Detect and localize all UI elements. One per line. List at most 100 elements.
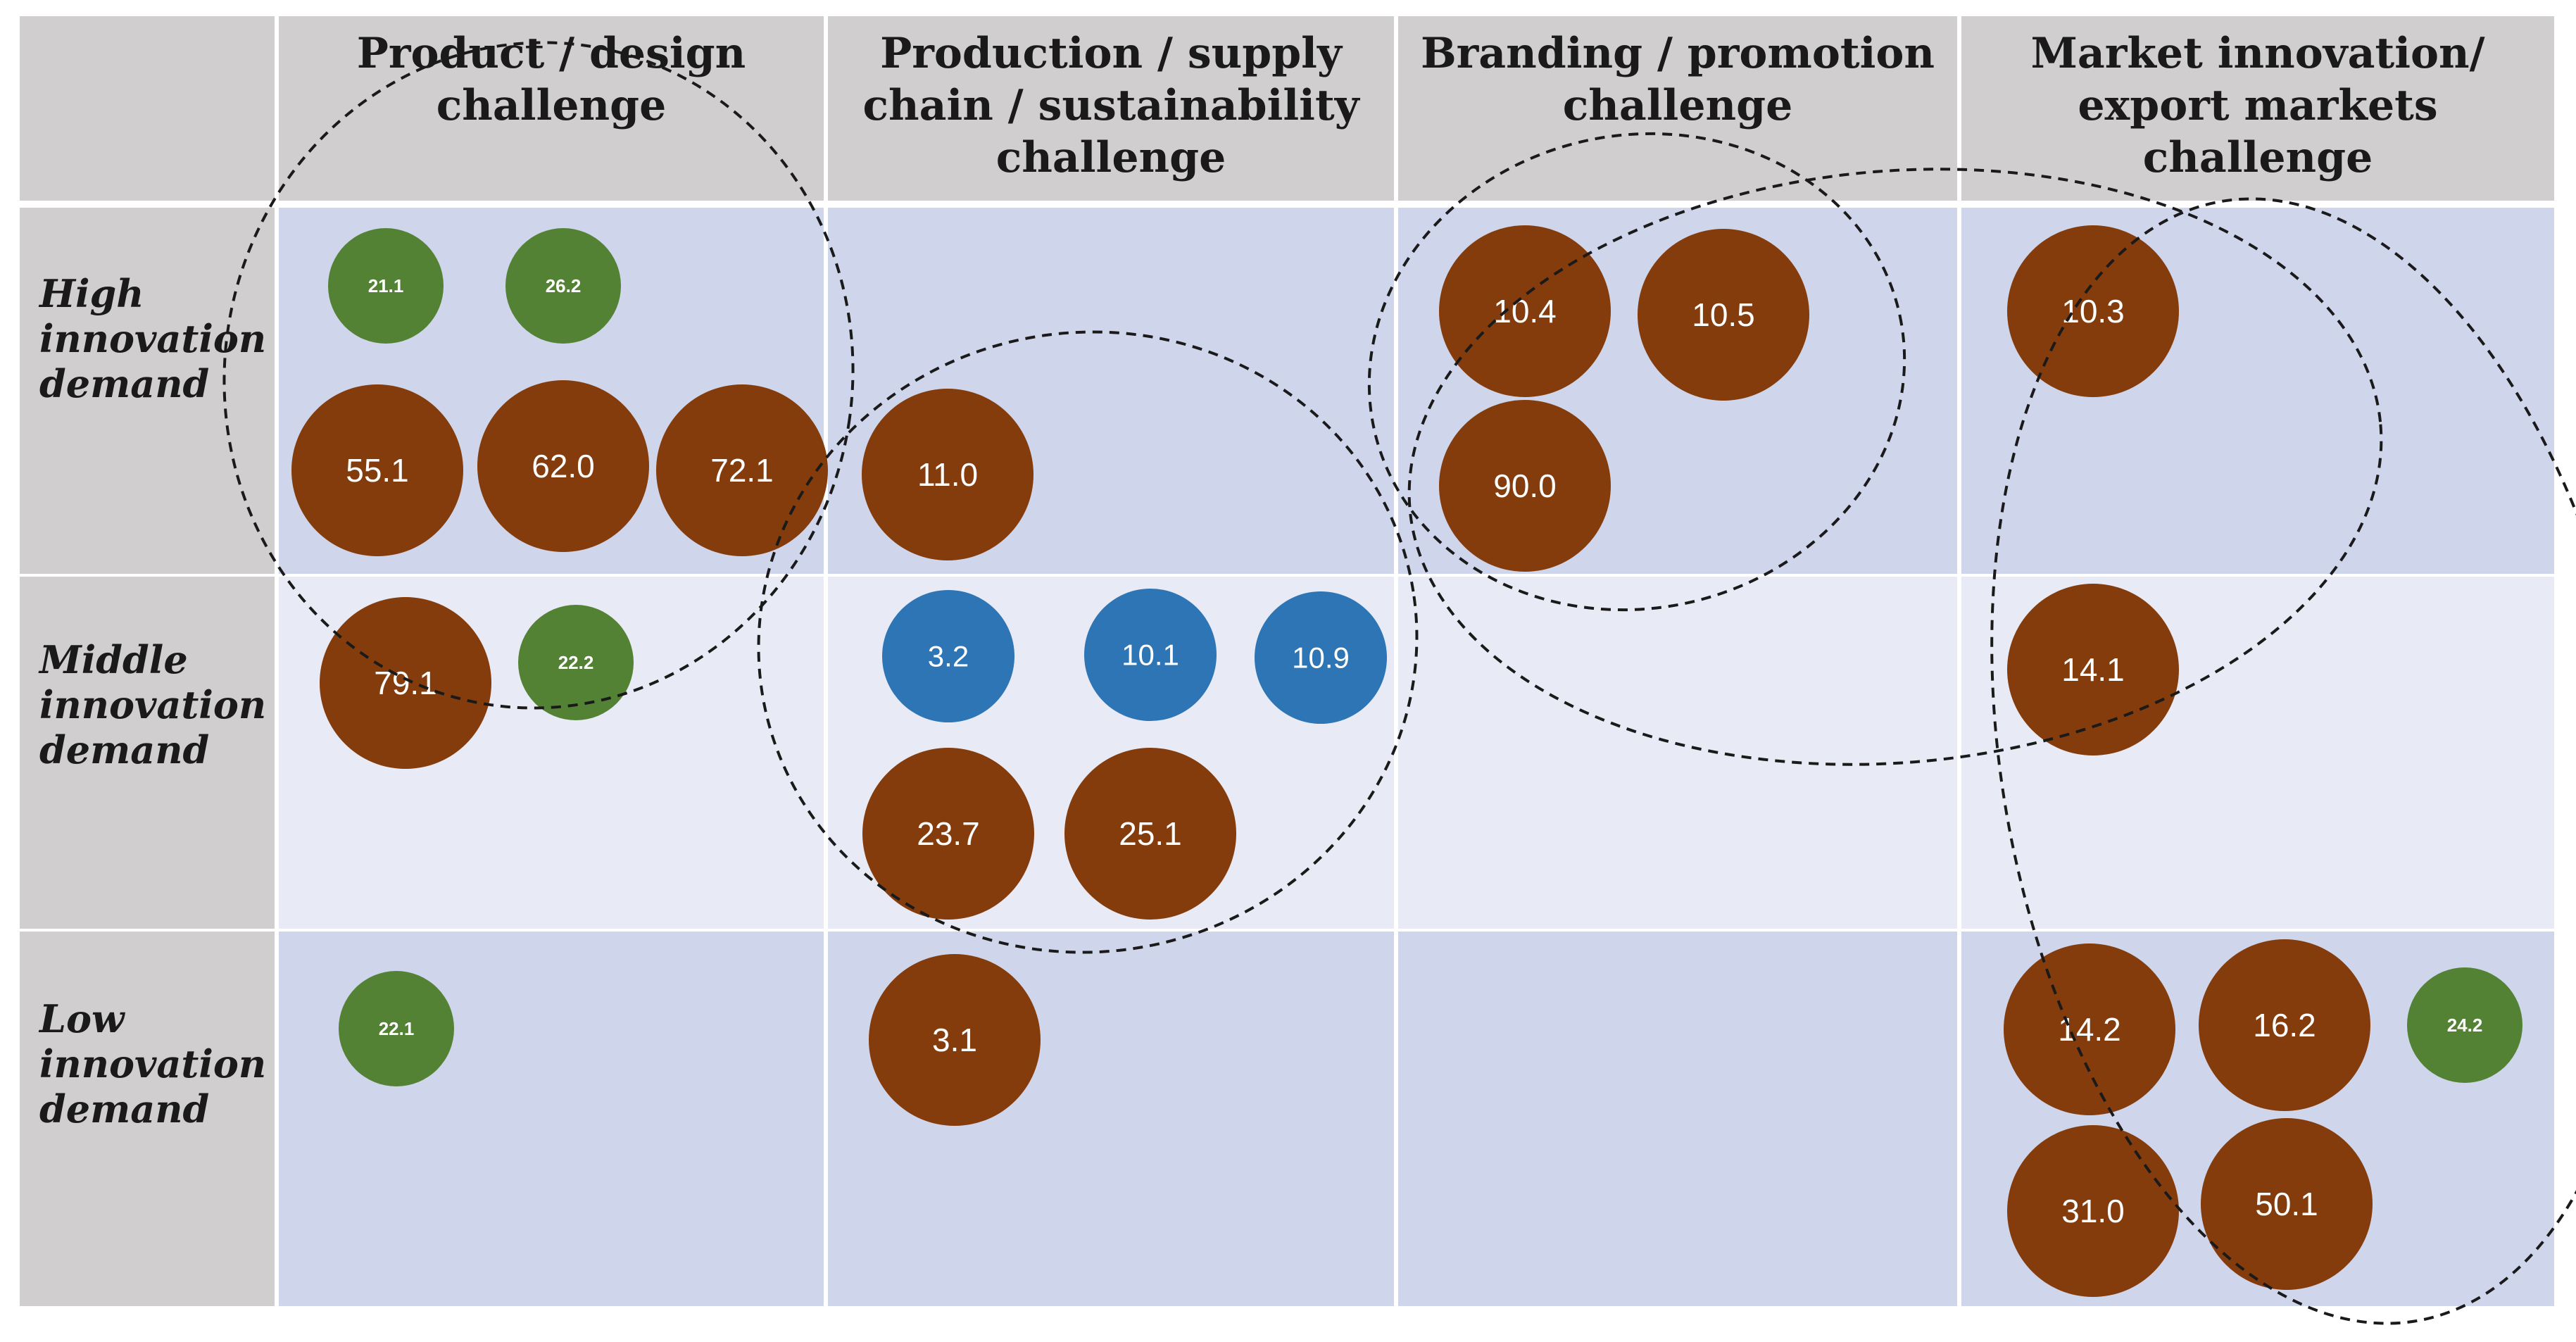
bubble-label: 10.4 — [1493, 293, 1557, 330]
bubble-label: 11.0 — [917, 456, 978, 493]
bubble-circle — [1439, 400, 1611, 572]
bubble-circle — [1255, 591, 1387, 724]
bubbles-layer: 21.1 26.2 55.1 62.0 72.1 11.0 10.4 10.5 90.0 10.3… — [291, 225, 2522, 1297]
bubble-label: 79.1 — [374, 665, 437, 701]
bubble: 10.1 — [1084, 589, 1217, 721]
bubble-label: 26.2 — [546, 275, 582, 296]
bubble-label: 10.5 — [1692, 296, 1755, 333]
bubble: 10.3 — [2007, 225, 2179, 397]
column-header-branding-line: challenge — [1562, 81, 1793, 130]
bubble-circle — [2007, 584, 2179, 755]
bubble-label: 14.2 — [2058, 1011, 2121, 1048]
bubble-label: 10.3 — [2061, 293, 2125, 330]
bubble: 3.1 — [869, 954, 1041, 1126]
bubble-label: 55.1 — [346, 452, 409, 489]
bubble-label: 31.0 — [2061, 1193, 2125, 1229]
column-header-branding-line: Branding / promotion — [1420, 29, 1935, 78]
bubble: 3.2 — [882, 590, 1014, 722]
bubble-label: 22.2 — [558, 652, 594, 673]
row-header-low-line: Low — [39, 996, 125, 1041]
grouping-branding-cluster — [1367, 132, 1906, 612]
bubble-circle — [862, 748, 1034, 920]
bubble-circle — [2007, 1125, 2179, 1297]
grouping-production-cluster — [757, 330, 1419, 954]
bubble-circle — [2407, 967, 2522, 1083]
bubble-label: 72.1 — [710, 452, 774, 489]
bubble-circle — [505, 228, 621, 344]
bubble-label: 3.2 — [928, 640, 969, 673]
bubble-circle — [1638, 229, 1809, 401]
bubble: 10.4 — [1439, 225, 1611, 397]
grouping-product-design-cluster — [222, 41, 855, 710]
bubble: 10.9 — [1255, 591, 1387, 724]
bubble-circle — [869, 954, 1041, 1126]
row-header-middle-line: demand — [39, 727, 210, 772]
cell-low-branding — [1398, 932, 1957, 1306]
bubble-label: 24.2 — [2447, 1015, 2483, 1036]
column-header-market-line: challenge — [2142, 133, 2373, 182]
bubble: 11.0 — [862, 389, 1033, 560]
bubble-circle — [862, 389, 1033, 560]
bubble-circle — [656, 384, 828, 556]
bubble-circle — [339, 971, 454, 1086]
bubble-label: 90.0 — [1493, 468, 1557, 504]
bubble-circle — [477, 380, 649, 552]
bubble-circle — [1084, 589, 1217, 721]
bubble-label: 10.9 — [1292, 641, 1350, 675]
bubble-circle — [291, 384, 463, 556]
bubble-circle — [320, 597, 491, 769]
bubble: 26.2 — [505, 228, 621, 344]
column-header-production-line: chain / sustainability — [862, 81, 1359, 130]
column-header-production-line: Production / supply — [880, 29, 1342, 78]
corner-cell — [20, 16, 275, 201]
bubble-circle — [518, 605, 634, 720]
row-header-high-line: innovation — [39, 316, 267, 361]
row-header-high-line: demand — [39, 361, 210, 406]
column-header-branding: Branding / promotion challenge — [1398, 16, 1957, 201]
bubble: 22.1 — [339, 971, 454, 1086]
bubble-label: 21.1 — [368, 275, 404, 296]
row-header-low-line: innovation — [39, 1041, 267, 1086]
bubble: 14.1 — [2007, 584, 2179, 755]
bubble-label: 23.7 — [917, 815, 980, 852]
bubble-circle — [2007, 225, 2179, 397]
row-header-middle-line: Middle — [39, 637, 188, 682]
column-header-market-line: export markets — [2078, 81, 2438, 130]
bubble: 79.1 — [320, 597, 491, 769]
column-header-production: Production / supply chain / sustainabili… — [828, 16, 1394, 201]
bubble: 24.2 — [2407, 967, 2522, 1083]
bubble-circle — [2004, 943, 2175, 1115]
bubble: 10.5 — [1638, 229, 1809, 401]
row-header-high: High innovation demand — [20, 208, 275, 574]
bubble: 16.2 — [2199, 939, 2370, 1111]
column-header-production-line: challenge — [995, 133, 1226, 182]
bubble: 50.1 — [2201, 1118, 2373, 1290]
bubble-label: 62.0 — [532, 448, 595, 484]
grouping-branding-market-cluster — [1407, 168, 2383, 766]
row-header-low-line: demand — [39, 1086, 210, 1131]
row-header-low: Low innovation demand — [20, 932, 275, 1306]
bubble: 55.1 — [291, 384, 463, 556]
bubble: 21.1 — [328, 228, 444, 344]
bubble-label: 22.1 — [379, 1018, 415, 1039]
bubble-label: 14.1 — [2061, 651, 2125, 688]
bubble: 72.1 — [656, 384, 828, 556]
bubble-label: 3.1 — [932, 1022, 977, 1058]
row-header-middle: Middle innovation demand — [20, 577, 275, 929]
bubble: 25.1 — [1064, 748, 1236, 920]
bubble-circle — [882, 590, 1014, 722]
cell-middle-branding — [1398, 577, 1957, 929]
bubble-label: 50.1 — [2255, 1186, 2318, 1222]
row-header-middle-line: innovation — [39, 682, 267, 727]
column-header-market: Market innovation/ export markets challe… — [1961, 16, 2554, 201]
bubble: 23.7 — [862, 748, 1034, 920]
row-header-high-line: High — [39, 271, 144, 316]
column-header-market-line: Market innovation/ — [2030, 29, 2485, 78]
bubble-circle — [2201, 1118, 2373, 1290]
bubble-label: 10.1 — [1121, 639, 1179, 672]
bubble-circle — [2199, 939, 2370, 1111]
bubble: 31.0 — [2007, 1125, 2179, 1297]
groupings-layer — [222, 41, 2576, 1325]
bubble: 14.2 — [2004, 943, 2175, 1115]
